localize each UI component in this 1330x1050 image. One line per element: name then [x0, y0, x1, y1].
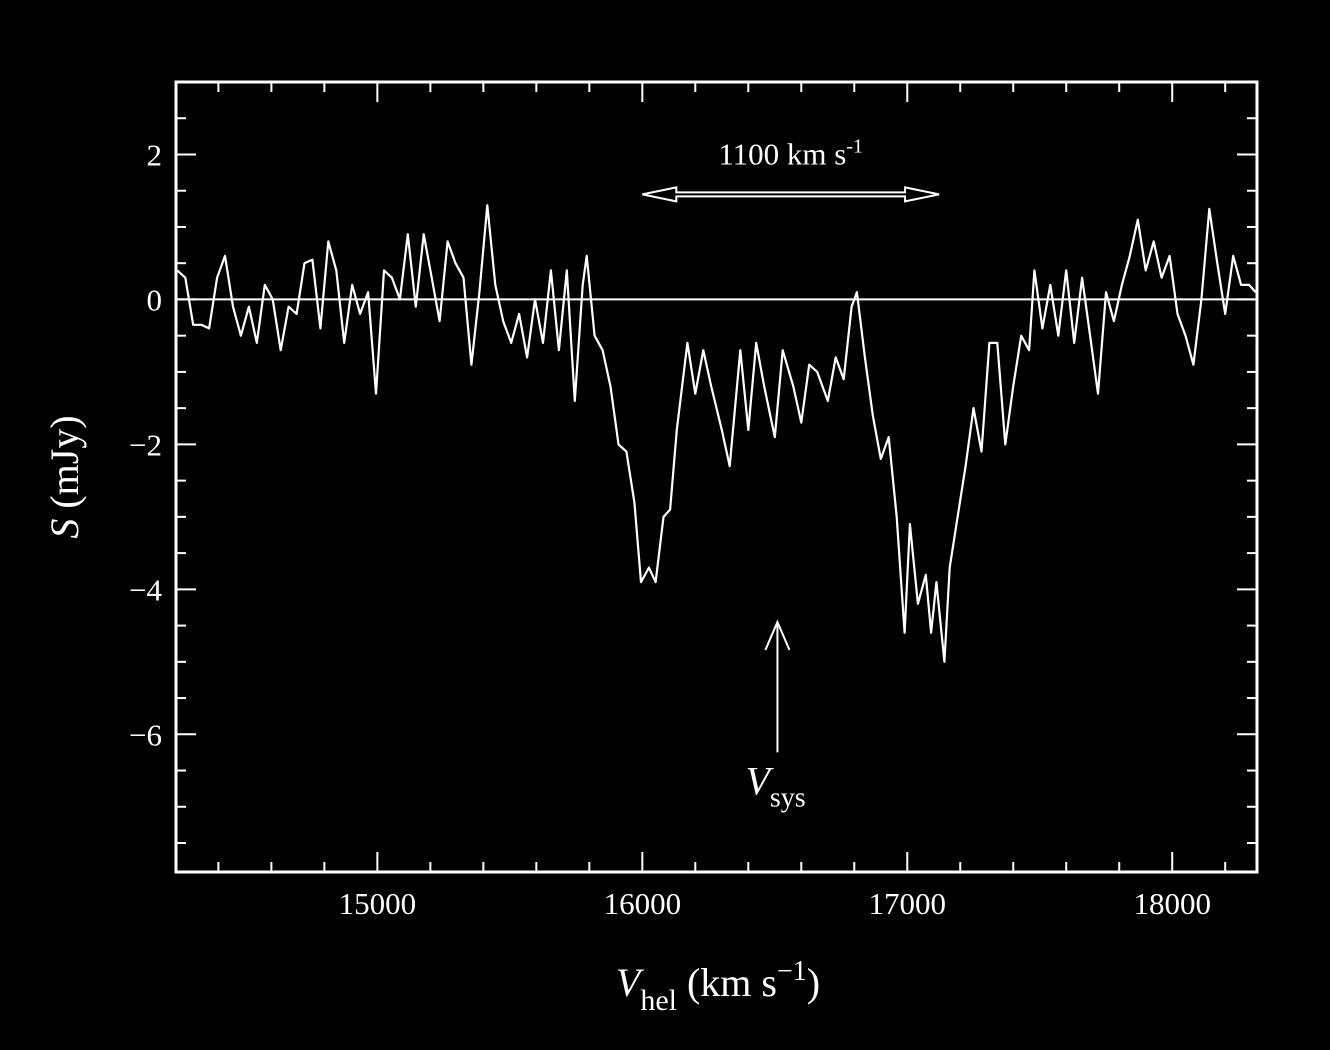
y-tick-label: 0: [147, 282, 163, 317]
span-label: 1100 km s-1: [718, 135, 863, 171]
x-label-close: ): [807, 960, 820, 1005]
y-tick-label: −4: [129, 572, 162, 607]
x-label-sup: −1: [777, 956, 807, 987]
vsys-arrow: [764, 619, 791, 753]
x-tick-label: 16000: [604, 886, 682, 921]
y-axis-label: S (mJy): [42, 415, 87, 538]
vsys-label: Vsys: [745, 758, 805, 813]
x-axis-label: Vhel (km s−1): [616, 956, 820, 1017]
spectrum-line: [176, 204, 1257, 663]
y-tick-label: −2: [129, 427, 162, 462]
plot-frame: [174, 80, 1259, 874]
x-label-symbol: V: [616, 960, 645, 1005]
y-label-unit: (mJy): [42, 415, 87, 508]
x-label-unit: (km s: [687, 960, 777, 1005]
y-tick-label: 2: [147, 137, 163, 172]
x-tick-label: 15000: [339, 886, 417, 921]
span-label-text: 1100 km s: [718, 136, 846, 171]
span-arrow: [642, 186, 940, 203]
vsys-label-sub: sys: [770, 782, 806, 813]
y-label-symbol: S: [42, 519, 87, 539]
x-label-sub: hel: [640, 984, 677, 1017]
span-label-sup: -1: [846, 135, 863, 157]
x-tick-label: 18000: [1133, 886, 1211, 921]
y-tick-label: −6: [129, 717, 162, 752]
x-tick-label: 17000: [869, 886, 947, 921]
vsys-label-text: V: [745, 758, 774, 803]
